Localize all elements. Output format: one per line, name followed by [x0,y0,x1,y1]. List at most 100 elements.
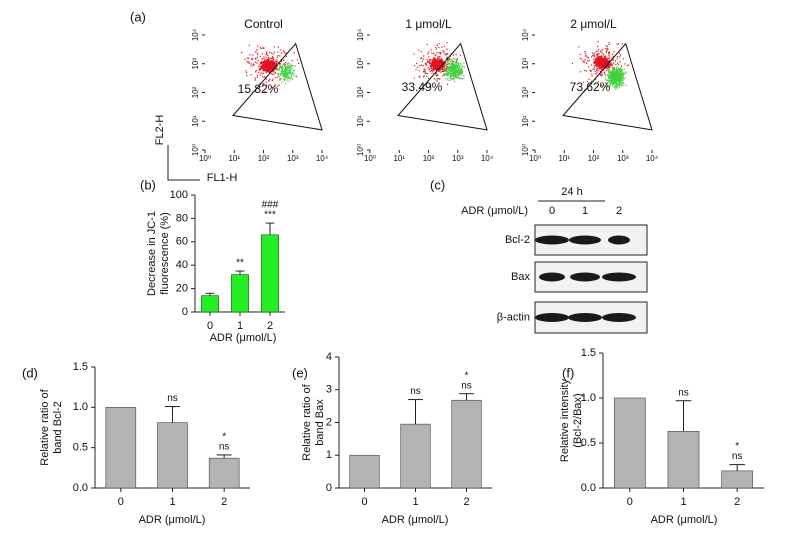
event-dot [619,74,621,76]
event-dot [449,77,451,79]
event-dot [431,62,433,64]
event-dot [285,76,287,78]
event-dot [593,55,596,58]
event-dot [432,58,435,60]
event-dot [433,58,436,61]
event-dot [614,81,616,83]
event-dot [605,45,607,47]
event-dot [284,67,287,69]
event-dot [289,65,291,67]
event-dot [429,85,431,87]
event-dot [440,60,442,62]
event-dot [595,64,597,67]
event-dot [259,68,262,71]
event-dot [446,56,448,58]
event-dot [614,72,616,74]
event-dot [266,61,268,63]
event-dot [456,58,458,61]
significance-label: * [735,441,739,452]
event-dot [268,65,270,68]
event-dot [260,63,262,65]
event-dot [288,77,290,79]
event-dot [265,51,268,53]
event-dot [444,77,447,80]
event-dot [286,69,288,72]
event-dot [458,66,461,68]
event-dot [448,67,450,69]
event-dot [418,49,420,51]
event-dot [293,52,295,54]
event-dot [457,57,459,59]
event-dot [451,69,453,71]
event-dot [254,61,256,63]
significance-label: ns [678,387,689,398]
event-dot [455,72,457,74]
event-dot [267,68,269,70]
event-dot [601,61,603,63]
event-dot [609,76,611,78]
event-dot [256,52,258,54]
event-dot [611,84,613,87]
event-dot [595,54,598,56]
event-dot [290,64,292,66]
event-dot [610,79,612,81]
event-dot [270,73,272,75]
event-dot [461,67,463,70]
event-dot [626,64,628,67]
event-dot [609,64,611,66]
event-dot [421,60,423,62]
event-dot [452,68,454,70]
event-dot [287,75,289,77]
event-dot [619,79,621,81]
event-dot [268,68,271,70]
event-dot [255,69,257,72]
event-dot [457,77,459,79]
event-dot [605,69,608,72]
event-dot [265,78,267,80]
event-dot [599,59,601,61]
bar [208,457,240,489]
event-dot [293,73,295,75]
event-dot [616,70,618,72]
event-dot [428,51,430,53]
event-dot [420,57,422,60]
event-dot [611,63,613,65]
event-dot [435,47,437,49]
y-tick-label: 60 [176,236,188,248]
event-dot [265,60,267,62]
event-dot [613,77,615,79]
event-dot [612,76,614,79]
event-dot [265,67,267,69]
event-dot [611,76,613,78]
event-dot [616,86,619,88]
event-dot [607,65,609,67]
bar [613,397,646,489]
event-dot [438,52,440,54]
event-dot [455,58,457,60]
event-dot [291,59,293,62]
event-dot [448,62,450,64]
event-dot [436,44,438,47]
bar [721,470,754,489]
event-dot [608,80,610,82]
event-dot [261,67,264,69]
event-dot [443,66,445,68]
event-dot [440,64,442,66]
event-dot [449,60,452,62]
event-dot [265,84,268,86]
event-dot [434,68,436,70]
event-dot [265,69,267,71]
event-dot [617,63,620,66]
event-dot [463,66,465,68]
event-dot [285,52,288,54]
event-dot [282,74,284,76]
event-dot [616,67,618,69]
event-dot [287,80,289,83]
event-dot [289,79,291,81]
event-dot [615,71,617,74]
event-dot [268,69,270,72]
event-dot [259,82,261,84]
event-dot [607,79,609,82]
event-dot [618,76,621,78]
event-dot [289,70,292,72]
